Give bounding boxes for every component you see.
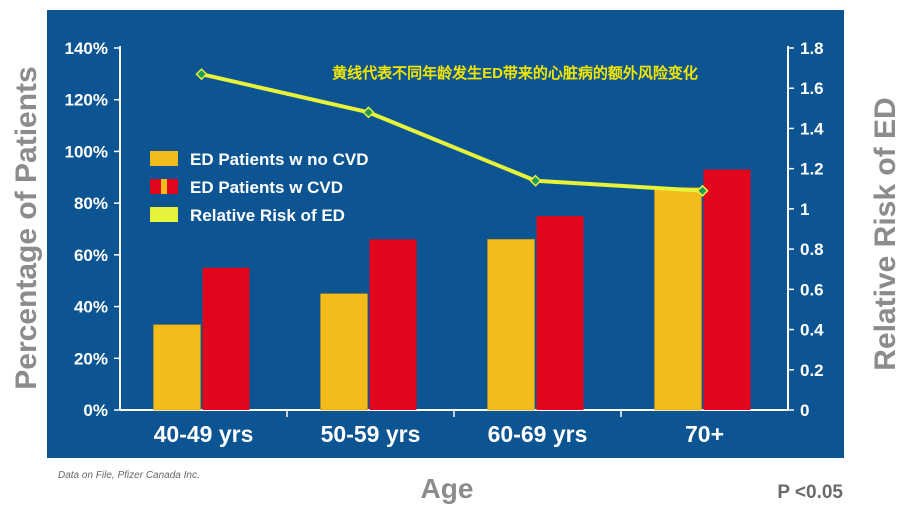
bar-ed-patients-w-cvd-60-69-yrs (536, 216, 584, 410)
y2-tick-label: 1.8 (800, 39, 824, 58)
risk-marker-40-49-yrs (195, 68, 208, 81)
y2-tick-label: 1.4 (800, 119, 824, 138)
source-note: Data on File, Pfizer Canada Inc. (58, 470, 200, 481)
risk-marker-50-59-yrs (362, 106, 375, 119)
legend-swatch (150, 151, 178, 166)
bar-ed-patients-w-no-cvd-50-59-yrs (320, 293, 368, 411)
y-axis-title: Percentage of Patients (10, 66, 43, 389)
y-tick-label: 20% (74, 349, 108, 368)
y2-tick-label: 1 (800, 200, 809, 219)
y2-tick-label: 0.4 (800, 321, 824, 340)
legend-swatch-stripe (161, 179, 167, 194)
legend-item-ed-patients-w-no-cvd: ED Patients w no CVD (150, 150, 369, 169)
y-axis-right: 0 0.2 0.4 0.6 0.8 1 1.2 1.4 1.6 1.8 (787, 39, 824, 420)
y2-tick-label: 0.6 (800, 280, 824, 299)
bars-group (153, 169, 751, 417)
risk-marker-70 (696, 184, 709, 197)
bar-ed-patients-w-no-cvd-60-69-yrs (487, 239, 535, 411)
y2-tick-label: 1.2 (800, 160, 824, 179)
y-tick-label: 0% (83, 401, 108, 420)
legend-label: Relative Risk of ED (190, 206, 345, 225)
chart-annotation: 黄线代表不同年龄发生ED带来的心脏病的额外风险变化 (332, 64, 698, 82)
y-tick-label: 120% (65, 91, 108, 110)
p-value: P <0.05 (777, 482, 843, 503)
legend-label: ED Patients w CVD (190, 178, 343, 197)
y2-tick-label: 0.8 (800, 240, 824, 259)
y2-tick-label: 1.6 (800, 79, 824, 98)
x-axis-title: Age (421, 473, 474, 504)
y2-tick-label: 0 (800, 401, 809, 420)
y-tick-label: 80% (74, 194, 108, 213)
y-tick-label: 40% (74, 298, 108, 317)
y2-axis-title: Relative Risk of ED (869, 97, 900, 370)
x-tick-label-70: 70+ (685, 421, 724, 447)
legend-item-relative-risk-of-ed: Relative Risk of ED (150, 206, 345, 225)
y2-tick-label: 0.2 (800, 361, 824, 380)
bar-ed-patients-w-cvd-40-49-yrs (202, 267, 250, 410)
legend: ED Patients w no CVD ED Patients w CVD Rel… (150, 150, 369, 225)
legend-label: ED Patients w no CVD (190, 150, 369, 169)
y-tick-label: 140% (65, 39, 108, 58)
bar-ed-patients-w-cvd-50-59-yrs (369, 239, 417, 410)
bar-ed-patients-w-cvd-70 (703, 169, 751, 410)
x-tick-label-50-59-yrs: 50-59 yrs (321, 421, 421, 447)
bar-ed-patients-w-no-cvd-70 (654, 187, 702, 411)
bar-ed-patients-w-no-cvd-40-49-yrs (153, 324, 201, 411)
legend-item-ed-patients-w-cvd: ED Patients w CVD (150, 178, 343, 197)
legend-swatch (150, 207, 178, 222)
x-tick-label-60-69-yrs: 60-69 yrs (488, 421, 588, 447)
category-labels: 40-49 yrs 50-59 yrs 60-69 yrs 70+ (154, 421, 724, 447)
risk-line-group (195, 68, 709, 197)
risk-marker-60-69-yrs (529, 174, 542, 187)
y-tick-label: 60% (74, 246, 108, 265)
y-tick-label: 100% (65, 142, 108, 161)
line-relative-risk-of-ed (201, 72, 703, 193)
x-tick-label-40-49-yrs: 40-49 yrs (154, 421, 254, 447)
